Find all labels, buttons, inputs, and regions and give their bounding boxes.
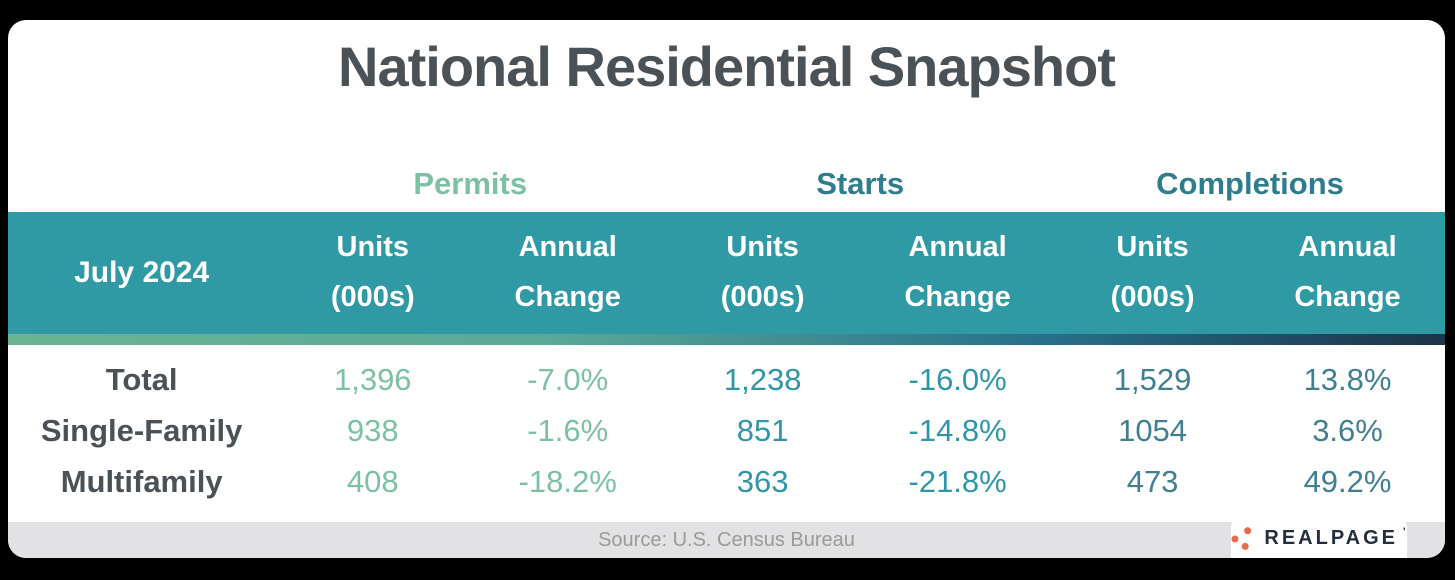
- single-family-completions-units: 1054: [1118, 412, 1188, 448]
- page-title: National Residential Snapshot: [338, 35, 1116, 98]
- single-family-permits-units: 938: [346, 412, 399, 448]
- table-row-multifamily: Multifamily 408 -18.2% 363 -21.8% 473 49…: [8, 456, 1445, 507]
- row-label-single-family: Single-Family: [40, 412, 243, 448]
- realpage-dots-icon: [1231, 526, 1252, 550]
- header-line-units: Units: [1116, 231, 1189, 264]
- total-permits-units: 1,396: [333, 361, 412, 397]
- row-label-total: Total: [105, 361, 178, 397]
- row-label-multifamily: Multifamily: [60, 463, 223, 499]
- multifamily-completions-units: 473: [1126, 463, 1179, 499]
- period-label: July 2024: [74, 256, 210, 289]
- table-header-row: July 2024 Units (000s) Annual Change Uni…: [8, 212, 1445, 334]
- multifamily-starts-units: 363: [736, 463, 789, 499]
- group-header-permits: Permits: [413, 166, 528, 201]
- total-starts-units: 1,238: [723, 361, 802, 397]
- footer-bar: Source: U.S. Census Bureau: [8, 522, 1445, 558]
- header-line-change: Change: [904, 281, 1011, 313]
- multifamily-permits-change: -18.2%: [518, 463, 617, 499]
- header-line-annual: Annual: [1298, 231, 1397, 264]
- header-line-change: Change: [1294, 281, 1401, 313]
- single-family-completions-change: 3.6%: [1312, 412, 1383, 448]
- realpage-logo: REALPAGE ': [1231, 518, 1407, 558]
- multifamily-permits-units: 408: [346, 463, 399, 499]
- header-starts-annual: Annual Change: [860, 223, 1055, 323]
- total-completions-change: 13.8%: [1303, 361, 1392, 397]
- header-completions-units: Units (000s): [1055, 223, 1250, 323]
- header-permits-units: Units (000s): [275, 223, 470, 323]
- source-text: Source: U.S. Census Bureau: [598, 529, 855, 551]
- trademark-mark: ': [1403, 526, 1406, 538]
- total-starts-change: -16.0%: [908, 361, 1007, 397]
- header-permits-annual: Annual Change: [470, 223, 665, 323]
- header-line-units: Units: [336, 231, 410, 264]
- column-group-header-row: Permits Starts Completions: [8, 160, 1445, 208]
- header-line-000s: (000s): [720, 281, 805, 313]
- realpage-wordmark: REALPAGE: [1264, 526, 1399, 549]
- multifamily-starts-change: -21.8%: [908, 463, 1007, 499]
- multifamily-completions-change: 49.2%: [1303, 463, 1392, 499]
- header-line-000s: (000s): [1110, 281, 1195, 313]
- header-line-annual: Annual: [908, 231, 1007, 264]
- table-row-single-family: Single-Family 938 -1.6% 851 -14.8% 1054 …: [8, 405, 1445, 456]
- single-family-starts-change: -14.8%: [908, 412, 1007, 448]
- table-row-total: Total 1,396 -7.0% 1,238 -16.0% 1,529 13.…: [8, 354, 1445, 405]
- group-header-starts: Starts: [816, 166, 905, 201]
- header-line-000s: (000s): [330, 281, 415, 313]
- total-permits-change: -7.0%: [527, 361, 609, 397]
- header-line-units: Units: [726, 231, 799, 264]
- header-line-annual: Annual: [518, 231, 617, 264]
- single-family-permits-change: -1.6%: [527, 412, 609, 448]
- header-completions-annual: Annual Change: [1250, 223, 1445, 323]
- gradient-divider: [8, 334, 1445, 345]
- group-header-completions: Completions: [1156, 166, 1344, 201]
- total-completions-units: 1,529: [1113, 361, 1192, 397]
- header-starts-units: Units (000s): [665, 223, 860, 323]
- snapshot-card: National Residential Snapshot Permits St…: [8, 20, 1445, 558]
- single-family-starts-units: 851: [736, 412, 789, 448]
- header-line-change: Change: [514, 281, 621, 313]
